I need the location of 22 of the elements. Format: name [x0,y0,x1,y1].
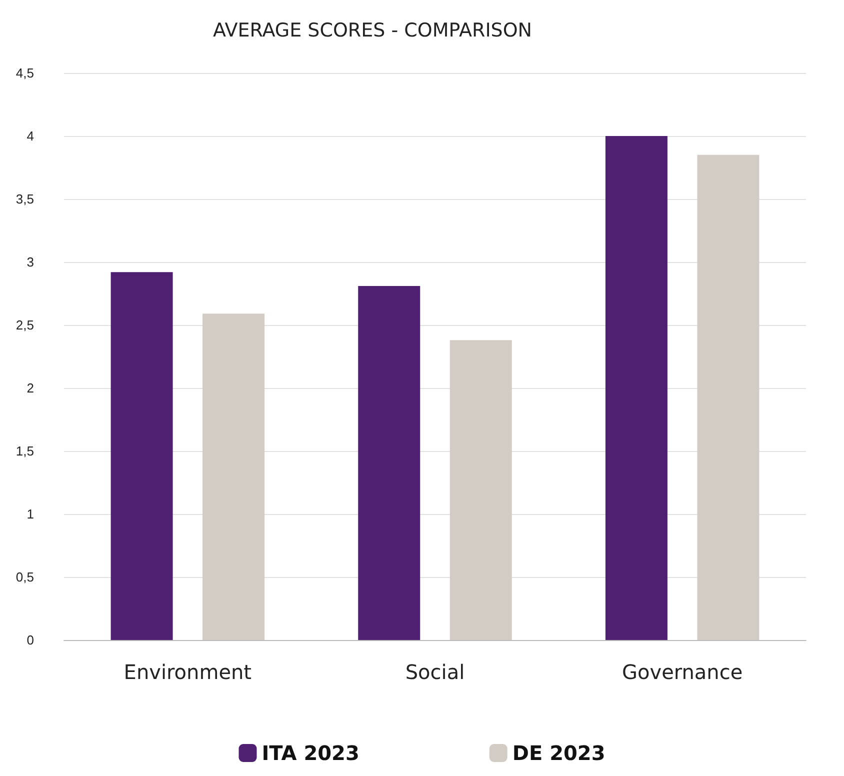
y-tick-label: 2 [26,380,34,396]
y-tick-label: 3,5 [16,192,34,206]
bar [202,314,265,640]
y-tick-label: 0,5 [16,570,34,584]
x-tick-label: Governance [622,660,743,684]
x-tick-label: Social [405,660,465,684]
legend-label: DE 2023 [512,741,606,765]
y-tick-label: 4,5 [16,66,34,80]
y-tick-label: 0 [26,632,34,648]
y-tick-label: 1,5 [16,444,34,458]
y-tick-label: 1 [26,506,34,522]
bar [110,272,173,640]
y-tick-label: 3 [26,254,34,270]
y-tick-label: 4 [26,128,34,144]
x-tick-label: Environment [124,660,252,684]
y-tick-label: 2,5 [16,318,34,332]
bar [697,154,760,640]
bar [358,286,420,640]
legend-label: ITA 2023 [262,741,360,765]
bar [450,340,512,640]
chart-title: AVERAGE SCORES - COMPARISON [213,20,532,42]
bar [605,136,668,640]
